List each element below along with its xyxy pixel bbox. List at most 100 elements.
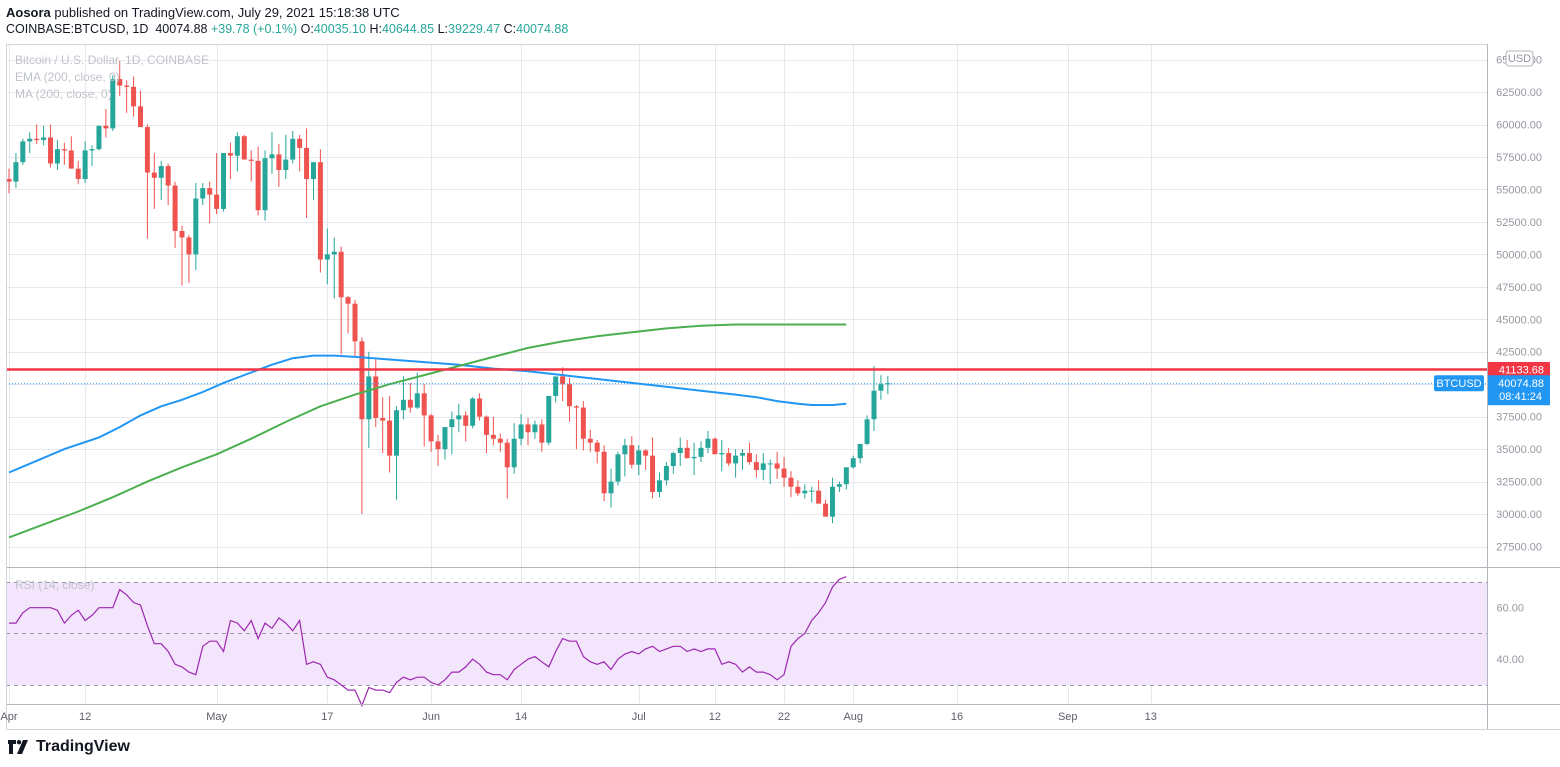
candle-body [740, 453, 746, 456]
candle [705, 430, 711, 454]
price-tick-label: 37500.00 [1496, 412, 1542, 424]
candle-body [165, 166, 171, 186]
candle [352, 299, 358, 357]
candle [525, 417, 531, 446]
candle [144, 124, 150, 239]
candle [324, 228, 330, 285]
candle [158, 160, 164, 200]
candle-body [677, 447, 683, 454]
candle-body [338, 251, 344, 298]
candle [774, 451, 780, 479]
candle [20, 138, 26, 165]
candle-body [345, 297, 351, 304]
candle-body [255, 160, 261, 211]
candle-body [871, 390, 877, 420]
change-value: +39.78 (+0.1%) [210, 22, 298, 36]
candle-body [27, 138, 33, 142]
price-tick-label: 55000.00 [1496, 184, 1542, 196]
candle [227, 142, 233, 180]
candle-body [636, 450, 642, 465]
candle-body [483, 416, 489, 435]
close-label: C: [503, 22, 517, 36]
candle-body [795, 486, 801, 494]
high-label: H: [369, 22, 382, 36]
candle-body [227, 153, 233, 156]
rsi-tick-labels: 40.00 60.00 [1496, 603, 1524, 667]
candle [449, 411, 455, 455]
candle-body [179, 230, 185, 238]
time-tick-label: 17 [321, 711, 333, 723]
candle-body [290, 138, 296, 160]
candle [650, 437, 656, 499]
candle-body [477, 398, 483, 417]
candle-body [781, 468, 787, 478]
candle [331, 237, 337, 299]
candle [248, 150, 254, 182]
price-tick-label: 35000.00 [1496, 444, 1542, 456]
candle-body [359, 341, 365, 420]
candle [677, 437, 683, 467]
price-tick-label: 45000.00 [1496, 314, 1542, 326]
rsi-tick-label: 40.00 [1496, 654, 1524, 666]
candle [670, 451, 676, 474]
price-tick-label: 50000.00 [1496, 249, 1542, 261]
candle-body [539, 424, 545, 443]
candle-body [698, 447, 704, 457]
candle [435, 434, 441, 467]
author: Aosora [6, 5, 51, 20]
candle [442, 427, 448, 460]
high-value: 40644.85 [381, 22, 435, 36]
candle [580, 401, 586, 451]
candle [733, 449, 739, 478]
candle-body [864, 419, 870, 444]
candle [131, 76, 137, 117]
candle [816, 480, 822, 504]
candle-body [608, 481, 614, 494]
candle [546, 395, 552, 446]
time-tick-label: Aug [843, 711, 863, 723]
candle [871, 366, 877, 431]
candle [684, 440, 690, 459]
candle-body [324, 254, 330, 260]
candle [601, 445, 607, 502]
time-tick-label: 12 [79, 711, 91, 723]
candle [241, 134, 247, 160]
candle [75, 160, 81, 185]
candle-body [117, 79, 123, 86]
candle-body [518, 424, 524, 439]
candle [13, 153, 19, 189]
candle-body [435, 441, 441, 450]
candle [615, 451, 621, 486]
candle [788, 471, 794, 498]
candle [89, 145, 95, 167]
candle-body [850, 458, 856, 468]
candle [857, 443, 863, 464]
candle [366, 351, 372, 448]
candle [802, 484, 808, 499]
candle-body [34, 138, 40, 141]
currency-badge[interactable]: USD [1505, 50, 1534, 67]
candle-body [511, 438, 517, 468]
candle [373, 359, 379, 428]
candle [151, 153, 157, 209]
candle [387, 395, 393, 473]
candle-body [532, 424, 538, 433]
candle-body [663, 466, 669, 481]
candle-body [774, 463, 780, 469]
candle-body [594, 442, 600, 452]
candle-body [587, 438, 593, 443]
tradingview-footer[interactable]: TradingView [8, 738, 130, 756]
candle-body [96, 125, 102, 150]
candles [6, 60, 891, 524]
candle-body [629, 445, 635, 465]
candle-body [124, 85, 130, 87]
candle [221, 153, 227, 212]
candle [587, 429, 593, 452]
candle [255, 146, 261, 216]
candle-body [248, 159, 254, 161]
candle-body [809, 490, 815, 492]
candle-body [214, 194, 220, 209]
time-tick-label: Jul [632, 711, 646, 723]
legend-ma: MA (200, close, 0) [15, 87, 112, 101]
